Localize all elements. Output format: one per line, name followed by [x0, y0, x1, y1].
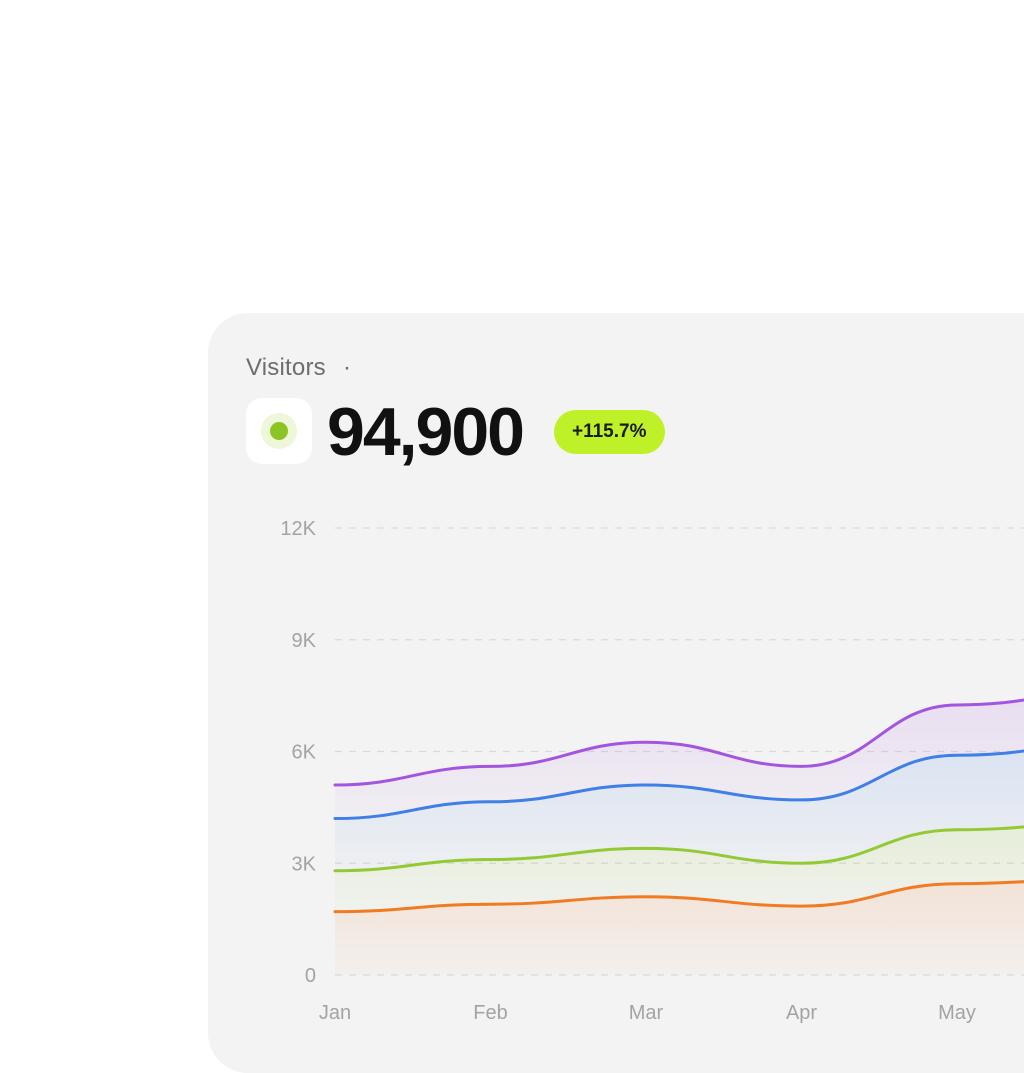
label-separator: ·	[343, 354, 351, 381]
y-tick-label: 3K	[292, 853, 317, 875]
y-tick-label: 6K	[292, 742, 317, 764]
x-tick-label: Mar	[629, 1002, 664, 1024]
visitors-area-chart: 03K6K9K12KJanFebMarAprMayJun	[280, 518, 1024, 1024]
series-line-2	[333, 749, 1024, 821]
series-area-1	[335, 826, 1024, 912]
series-line-1	[333, 825, 1024, 873]
series-area-3	[335, 700, 1024, 819]
status-dot-icon	[261, 413, 297, 449]
series-line-0	[333, 880, 1024, 914]
visitors-total: 94,900	[327, 394, 525, 470]
series-area-2	[335, 751, 1024, 871]
y-tick-label: 9K	[292, 630, 317, 652]
y-tick-label: 0	[305, 965, 316, 987]
y-tick-label: 12K	[280, 518, 316, 540]
series-line-3	[333, 698, 1024, 787]
x-tick-label: Feb	[473, 1002, 507, 1024]
status-dot-core	[270, 422, 288, 440]
x-tick-label: Apr	[786, 1002, 817, 1024]
x-tick-label: Jan	[319, 1002, 351, 1024]
metric-label: Visitors	[246, 354, 326, 381]
x-tick-label: May	[938, 1002, 976, 1024]
change-badge: +115.7%	[554, 410, 665, 454]
status-icon-box	[246, 398, 312, 464]
